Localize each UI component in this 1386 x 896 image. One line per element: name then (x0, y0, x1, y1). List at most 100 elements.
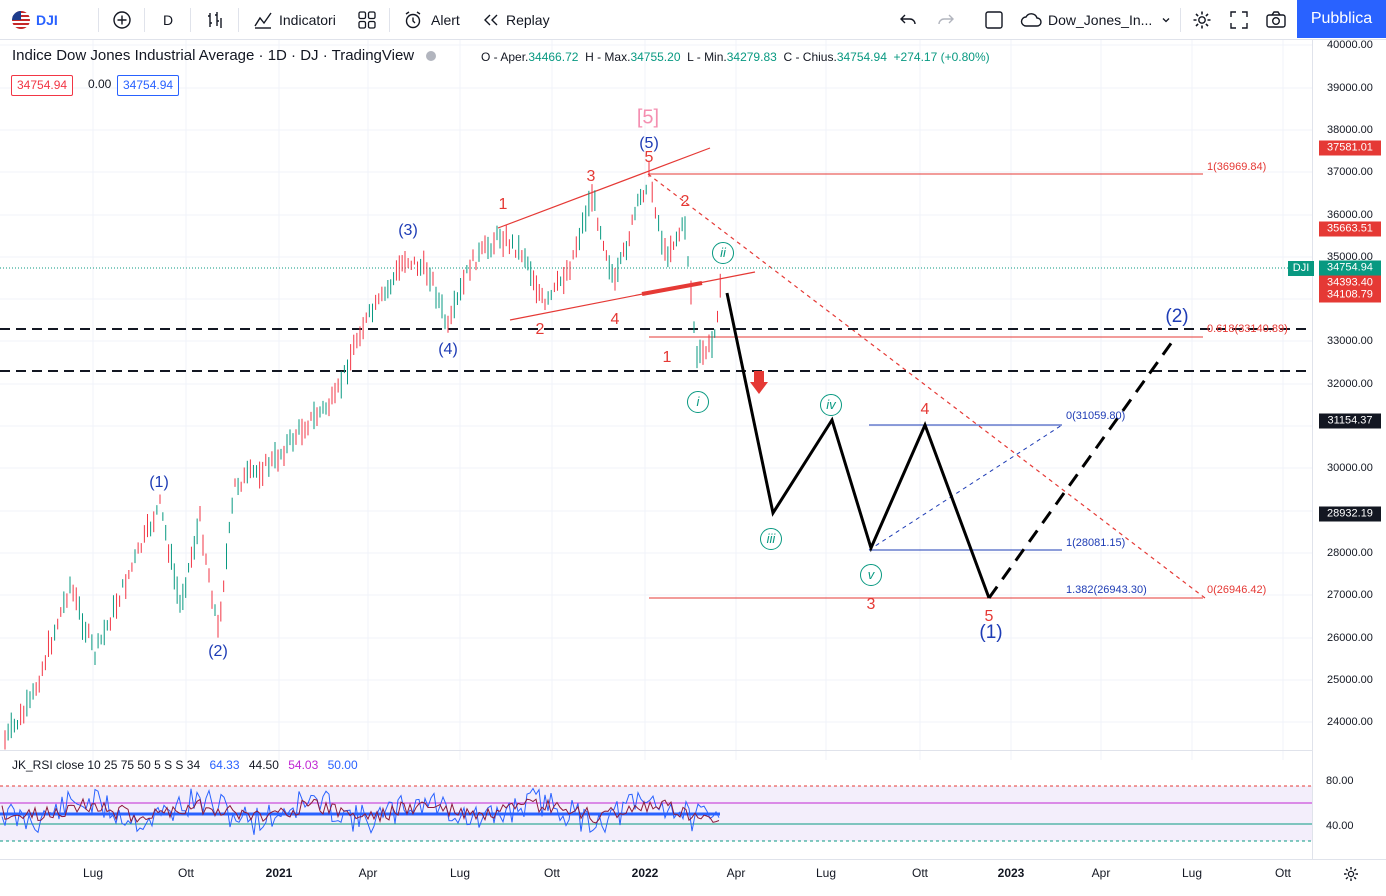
fullscreen-button[interactable] (1229, 0, 1249, 40)
undo-button[interactable] (898, 0, 918, 40)
wave-label-ii: ii (712, 242, 734, 264)
settings-button[interactable] (1191, 0, 1213, 40)
fullscreen-layout-button[interactable] (984, 0, 1004, 40)
time-label: 2022 (631, 866, 659, 880)
fib-label-0618: 0.618(33140.89) (1207, 323, 1288, 335)
plus-circle-icon (113, 11, 131, 29)
redo-icon (938, 14, 954, 25)
alarm-clock-icon (405, 11, 421, 29)
high-value: 34755.20 (630, 50, 681, 64)
indicators-label: Indicatori (279, 12, 336, 28)
price-tag: 34754.94 (1319, 260, 1381, 276)
ask-box[interactable]: 34754.94 (117, 75, 180, 96)
fib-trend-line (868, 424, 1063, 551)
indicators-button[interactable]: Indicatori (253, 0, 336, 40)
price-tag: 34393.40 (1319, 275, 1381, 291)
bars-chart-icon (208, 12, 222, 28)
fib-label-1b: 1(28081.15) (1066, 537, 1126, 549)
fib-label-1: 1(36969.84) (1207, 161, 1267, 173)
top-toolbar: DJI D Indicatori Alert Replay Dow_Jones_… (0, 0, 1386, 40)
wave-label-i: i (687, 391, 709, 413)
publish-label: Pubblica (1310, 10, 1373, 27)
price-label: 38000.00 (1327, 124, 1373, 136)
chart-type-button[interactable] (205, 0, 225, 40)
alert-button[interactable]: Alert (403, 0, 460, 40)
price-label: 40000.00 (1327, 39, 1373, 51)
rsi-legend: JK_RSI close 10 25 75 50 5 S S 34 64.33 … (12, 758, 358, 772)
candlesticks (4, 160, 721, 750)
price-tag: 34108.79 (1319, 287, 1381, 303)
add-symbol-button[interactable] (112, 0, 132, 40)
price-chart[interactable] (0, 40, 1312, 760)
publish-button[interactable]: Pubblica (1297, 0, 1386, 38)
time-label: 2023 (997, 866, 1025, 880)
time-label: Ott (543, 866, 561, 880)
price-label: 33000.00 (1327, 335, 1373, 347)
rsi-value-2: 44.50 (248, 758, 279, 772)
fullscreen-icon (1230, 11, 1248, 29)
replay-button[interactable]: Replay (482, 0, 550, 40)
chart-grid (0, 40, 1312, 760)
square-icon (985, 11, 1003, 29)
undo-icon (900, 14, 916, 25)
bid-box[interactable]: 34754.94 (11, 75, 74, 96)
time-label: Ott (911, 866, 929, 880)
fib-label-1382: 1.382(26943.30) (1066, 584, 1147, 596)
rsi-value-1: 64.33 (209, 758, 240, 772)
redo-button[interactable] (936, 0, 956, 40)
wave-label-r1: 1 (498, 196, 508, 213)
time-label: Apr (1091, 866, 1111, 880)
price-label: 26000.00 (1327, 632, 1373, 644)
wave-label-c2: 2 (680, 193, 690, 210)
grid-icon (358, 11, 376, 29)
symbol-search[interactable]: DJI (12, 0, 58, 40)
toolbar-divider (98, 8, 99, 32)
price-label: 39000.00 (1327, 82, 1373, 94)
interval-button[interactable]: D (163, 0, 173, 40)
breakout-marker (641, 281, 703, 296)
channel-upper-line (497, 147, 711, 229)
price-label: 32000.00 (1327, 378, 1373, 390)
price-axis[interactable]: 40000.00 39000.00 38000.00 37000.00 3600… (1312, 39, 1386, 860)
wave-label-r3: 3 (586, 168, 596, 185)
rsi-title: JK_RSI close 10 25 75 50 5 S S 34 (12, 758, 201, 772)
price-tag: 31154.37 (1319, 413, 1381, 429)
gear-icon (1193, 11, 1211, 29)
time-label: Lug (1181, 866, 1203, 880)
rsi-pane[interactable] (0, 751, 1312, 859)
indicators-icon (254, 12, 272, 29)
price-label: 28000.00 (1327, 547, 1373, 559)
time-label: Ott (177, 866, 195, 880)
camera-icon (1266, 11, 1286, 28)
rsi-line (1, 787, 720, 835)
chevron-down-icon (1162, 18, 1170, 23)
wave-label-p3: 3 (866, 596, 876, 613)
time-label: Lug (449, 866, 471, 880)
price-label: 27000.00 (1327, 589, 1373, 601)
projection-path (725, 292, 1174, 599)
open-value: 34466.72 (528, 50, 579, 64)
wave-label-b4: (4) (438, 341, 458, 358)
rewind-icon (484, 14, 498, 26)
rsi-slow-line (1, 797, 720, 824)
symbol-title: Indice Dow Jones Industrial Average · 1D… (12, 47, 415, 64)
wave-channel-lines (497, 147, 1206, 599)
ohlc-values: O - Aper.34466.72 H - Max.34755.20 L - M… (481, 50, 990, 64)
legend-dot[interactable] (426, 51, 437, 62)
channel-lower-line (509, 271, 756, 321)
wave-label-b5: (5) (639, 135, 659, 152)
layout-menu-button[interactable]: Dow_Jones_In... (1020, 0, 1172, 40)
wave-label-b1: (1) (149, 474, 169, 491)
time-label: Lug (82, 866, 104, 880)
toolbar-divider (190, 8, 191, 32)
time-label: Ott (1274, 866, 1292, 880)
time-label: Lug (815, 866, 837, 880)
templates-button[interactable] (357, 0, 377, 40)
time-label: Apr (358, 866, 378, 880)
wave-label-p5: 5 (984, 608, 994, 625)
change-value: +274.17 (+0.80%) (893, 50, 990, 64)
chart-settings-button[interactable] (1342, 865, 1360, 888)
snapshot-button[interactable] (1265, 0, 1287, 40)
cloud-icon (1020, 13, 1042, 27)
rsi-value-4: 50.00 (327, 758, 358, 772)
